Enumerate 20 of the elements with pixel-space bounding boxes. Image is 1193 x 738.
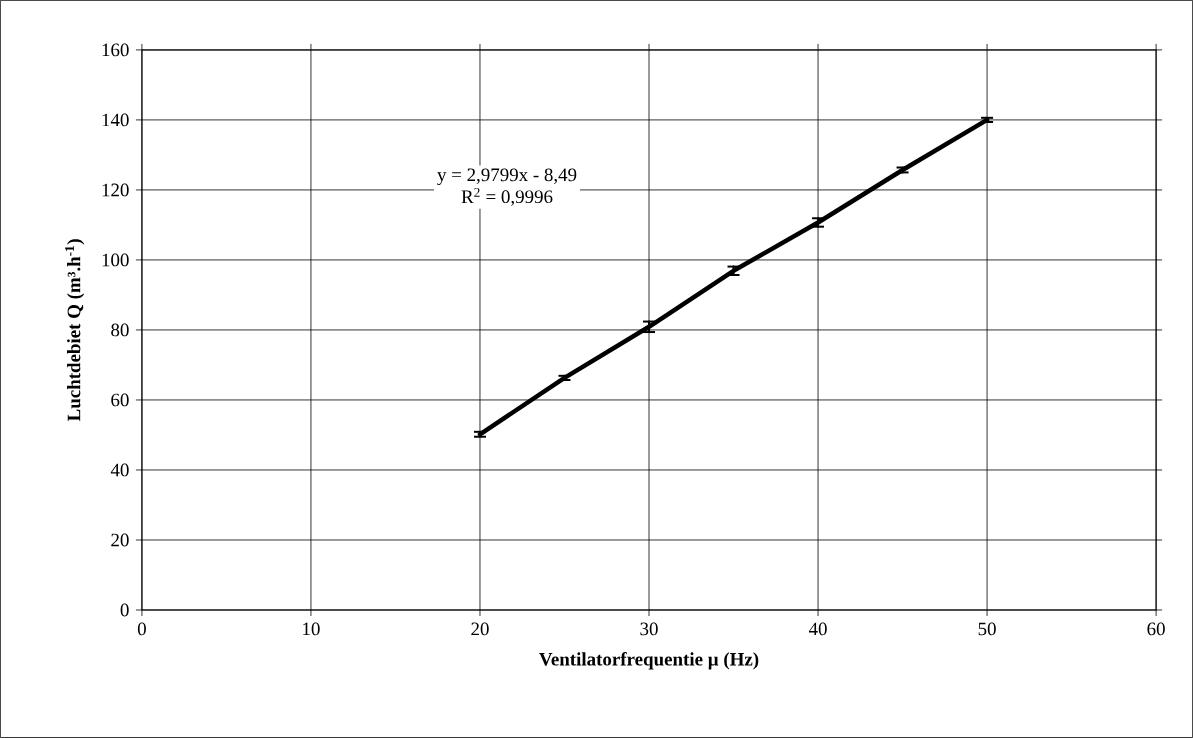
x-tick-label: 20 <box>471 622 489 636</box>
y-tick-label: 60 <box>111 393 129 407</box>
x-tick-label: 40 <box>808 622 827 636</box>
y-tick-label: 140 <box>102 113 129 127</box>
x-tick-label: 0 <box>137 622 146 636</box>
y-tick-label: 80 <box>111 323 129 337</box>
x-tick-label: 50 <box>978 622 996 636</box>
y-tick-label: 20 <box>111 533 129 547</box>
x-tick-label: 10 <box>303 622 320 636</box>
y-axis-title: Luchtdebiet Q (m³.h$^{-1}$) <box>65 239 85 422</box>
y-tick-label: 100 <box>102 253 129 267</box>
y-tick-label: 160 <box>102 43 129 57</box>
annotation: y = 2,9799x - 8,49 <box>437 168 577 186</box>
y-tick-label: 0 <box>120 603 129 617</box>
y-tick-label: 40 <box>110 463 129 477</box>
x-tick-label: 60 <box>1147 622 1165 636</box>
y-tick-label: 120 <box>102 183 129 197</box>
x-tick-label: 30 <box>640 622 658 636</box>
x-axis-title: Ventilatorfrequentie µ (Hz) <box>539 652 759 670</box>
annotation: R$^{2}$ = 0,9996 <box>461 187 553 206</box>
